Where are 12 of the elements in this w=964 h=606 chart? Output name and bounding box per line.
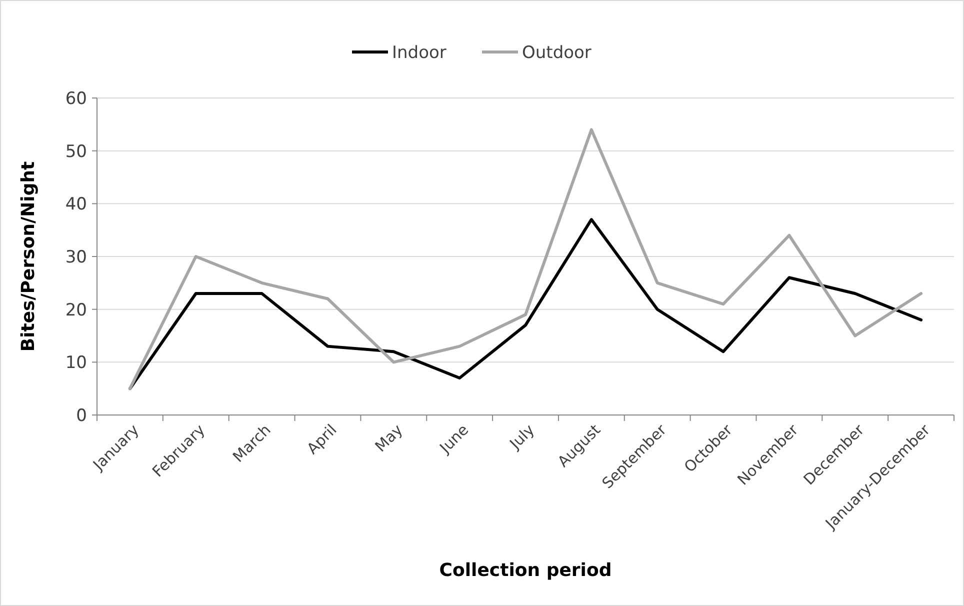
- y-tick-label: 50: [65, 142, 87, 162]
- y-axis-title: Bites/Person/Night: [18, 160, 39, 352]
- y-tick-label: 20: [65, 300, 87, 320]
- line-series: [128, 128, 923, 390]
- y-tick-label: 0: [76, 406, 87, 426]
- legend-label: Indoor: [392, 42, 446, 63]
- y-tick-label: 30: [65, 247, 87, 268]
- legend-label: Outdoor: [522, 42, 592, 63]
- x-axis-title: Collection period: [439, 560, 612, 581]
- y-tick-label: 60: [65, 88, 87, 109]
- y-tick-label: 40: [65, 194, 87, 215]
- y-tick-label: 10: [65, 353, 87, 374]
